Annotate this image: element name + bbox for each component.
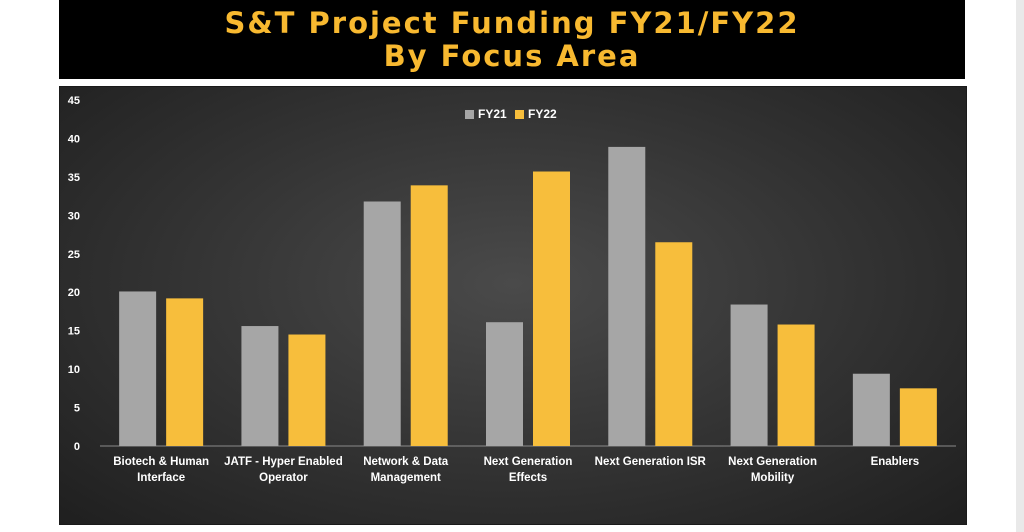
bar-fy22 [410,185,448,446]
chart-panel: 0 5 10 15 20 25 30 35 40 45 Biotech & Human Interfa… [59,86,967,525]
x-category-label: Effects [509,472,547,484]
chart-title-line-2: By Focus Area [383,38,641,73]
bar-fy21 [730,304,768,446]
y-tick-label: 30 [68,210,80,222]
bar-fy22 [166,298,204,446]
bar-fy21 [852,373,890,446]
y-tick-label: 20 [68,287,80,299]
bar-fy21 [608,146,646,446]
x-category-label: Interface [137,472,185,484]
y-tick-label: 15 [68,326,80,338]
x-category-label: JATF - Hyper Enabled [224,456,343,468]
x-category-label: Mobility [751,472,795,484]
x-category-label: Next Generation ISR [595,456,707,468]
title-banner: S&T Project Funding FY21/FY22 By Focus A… [59,0,965,79]
x-category-label: Biotech & Human [113,456,209,468]
y-tick-label: 10 [68,364,80,376]
chart-title-line-1: S&T Project Funding FY21/FY22 [224,5,800,40]
bar-fy22 [899,388,937,446]
bar-fy22 [288,334,326,446]
x-category-label: Next Generation [484,456,573,468]
bar-chart: 0 5 10 15 20 25 30 35 40 45 Biotech & Human Interfa… [68,95,956,484]
x-category-label: Operator [259,472,308,484]
bar-fy21 [486,322,523,446]
y-tick-label: 35 [68,172,80,184]
y-tick-label: 5 [74,403,80,415]
y-tick-label: 0 [74,441,80,453]
y-tick-label: 25 [68,249,80,261]
bar-fy22 [533,171,570,447]
bar-fy22 [655,242,693,446]
bar-fy21 [363,201,401,446]
legend-swatch-fy22 [515,110,524,119]
legend-label-fy21: FY21 [478,107,507,121]
window-edge [1016,0,1024,532]
legend-swatch-fy21 [465,110,474,119]
x-category-label: Network & Data [363,456,449,468]
bar-fy22 [777,324,815,446]
x-category-label: Enablers [871,456,920,468]
y-tick-label: 45 [68,95,80,107]
bar-fy21 [119,291,157,446]
legend-label-fy22: FY22 [528,107,557,121]
x-category-label: Next Generation [728,456,817,468]
x-category-label: Management [371,472,441,484]
bar-fy21 [241,326,279,446]
y-tick-label: 40 [68,133,80,145]
